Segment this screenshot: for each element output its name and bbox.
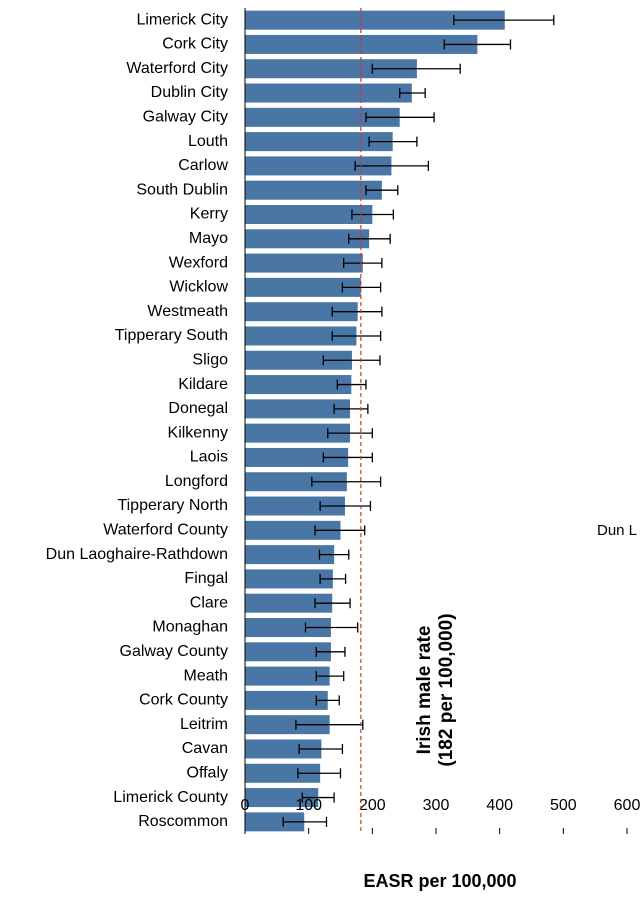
y-tick-label: Roscommon [138,813,228,830]
bar [245,83,412,103]
bar [245,545,335,565]
y-tick-label: Wexford [169,254,228,271]
bar [245,690,328,710]
y-tick-label: Offaly [187,764,229,781]
bar [245,812,305,832]
y-tick-label: Longford [165,473,228,490]
bar [245,618,331,637]
y-tick-label: Westmeath [147,303,228,320]
annotation: Dun L [597,522,637,539]
y-tick-label: Cavan [182,740,228,757]
reference-label: Irish male rate [414,626,435,755]
bar [245,642,331,662]
y-tick-label: South Dublin [136,181,228,198]
y-tick-label: Mayo [189,230,228,247]
y-tick-label: Wicklow [169,279,228,296]
x-tick-label: 600 [614,797,641,814]
y-tick-label: Monaghan [152,619,228,636]
y-tick-label: Cork City [162,36,228,53]
reference-label: (182 per 100,000) [436,613,457,766]
x-tick-label: 0 [241,797,250,814]
y-tick-label: Leitrim [180,716,228,733]
bar [245,277,361,297]
x-tick-label: 100 [295,797,322,814]
bar [245,472,347,492]
bar [245,205,373,224]
bar [245,520,341,540]
bar [245,593,333,613]
bar [245,666,330,686]
bar [245,10,505,30]
y-tick-label: Fingal [184,570,228,587]
x-tick-label: 300 [423,797,450,814]
bar [245,763,321,783]
y-tick-label: Limerick City [136,11,228,28]
x-tick-label: 500 [550,797,577,814]
bar [245,326,357,346]
bar [245,350,352,370]
y-tick-label: Galway County [120,643,229,660]
y-tick-label: Waterford County [103,522,228,539]
bar [245,715,330,735]
bar [245,132,393,152]
bar [245,739,322,759]
y-tick-label: Meath [184,667,228,684]
x-tick-label: 400 [486,797,513,814]
bar [245,569,333,589]
y-tick-label: Louth [188,133,228,150]
y-tick-label: Carlow [178,157,228,174]
y-tick-label: Dun Laoghaire-Rathdown [46,546,228,563]
y-tick-label: Limerick County [113,789,228,806]
y-tick-label: Kildare [178,376,228,393]
bar [245,253,363,273]
y-tick-label: Tipperary South [115,327,228,344]
y-tick-label: Dublin City [151,84,228,101]
y-tick-label: Kilkenny [168,424,228,441]
bar [245,399,351,419]
bar [245,375,352,395]
y-tick-label: Cork County [139,692,228,709]
bar [245,788,319,808]
bar [245,423,351,443]
y-tick-label: Sligo [192,351,228,368]
bar [245,59,417,79]
y-tick-label: Donegal [168,400,228,417]
y-tick-label: Tipperary North [117,497,228,514]
bar [245,302,358,322]
bar [245,180,382,200]
x-axis-label: EASR per 100,000 [363,871,516,891]
y-tick-label: Clare [190,594,228,611]
y-tick-label: Kerry [190,206,228,223]
y-tick-label: Waterford City [126,60,228,77]
x-tick-label: 200 [359,797,386,814]
y-tick-label: Laois [190,449,228,466]
y-tick-label: Galway City [143,109,228,126]
bar [245,447,349,467]
bar [245,229,370,249]
